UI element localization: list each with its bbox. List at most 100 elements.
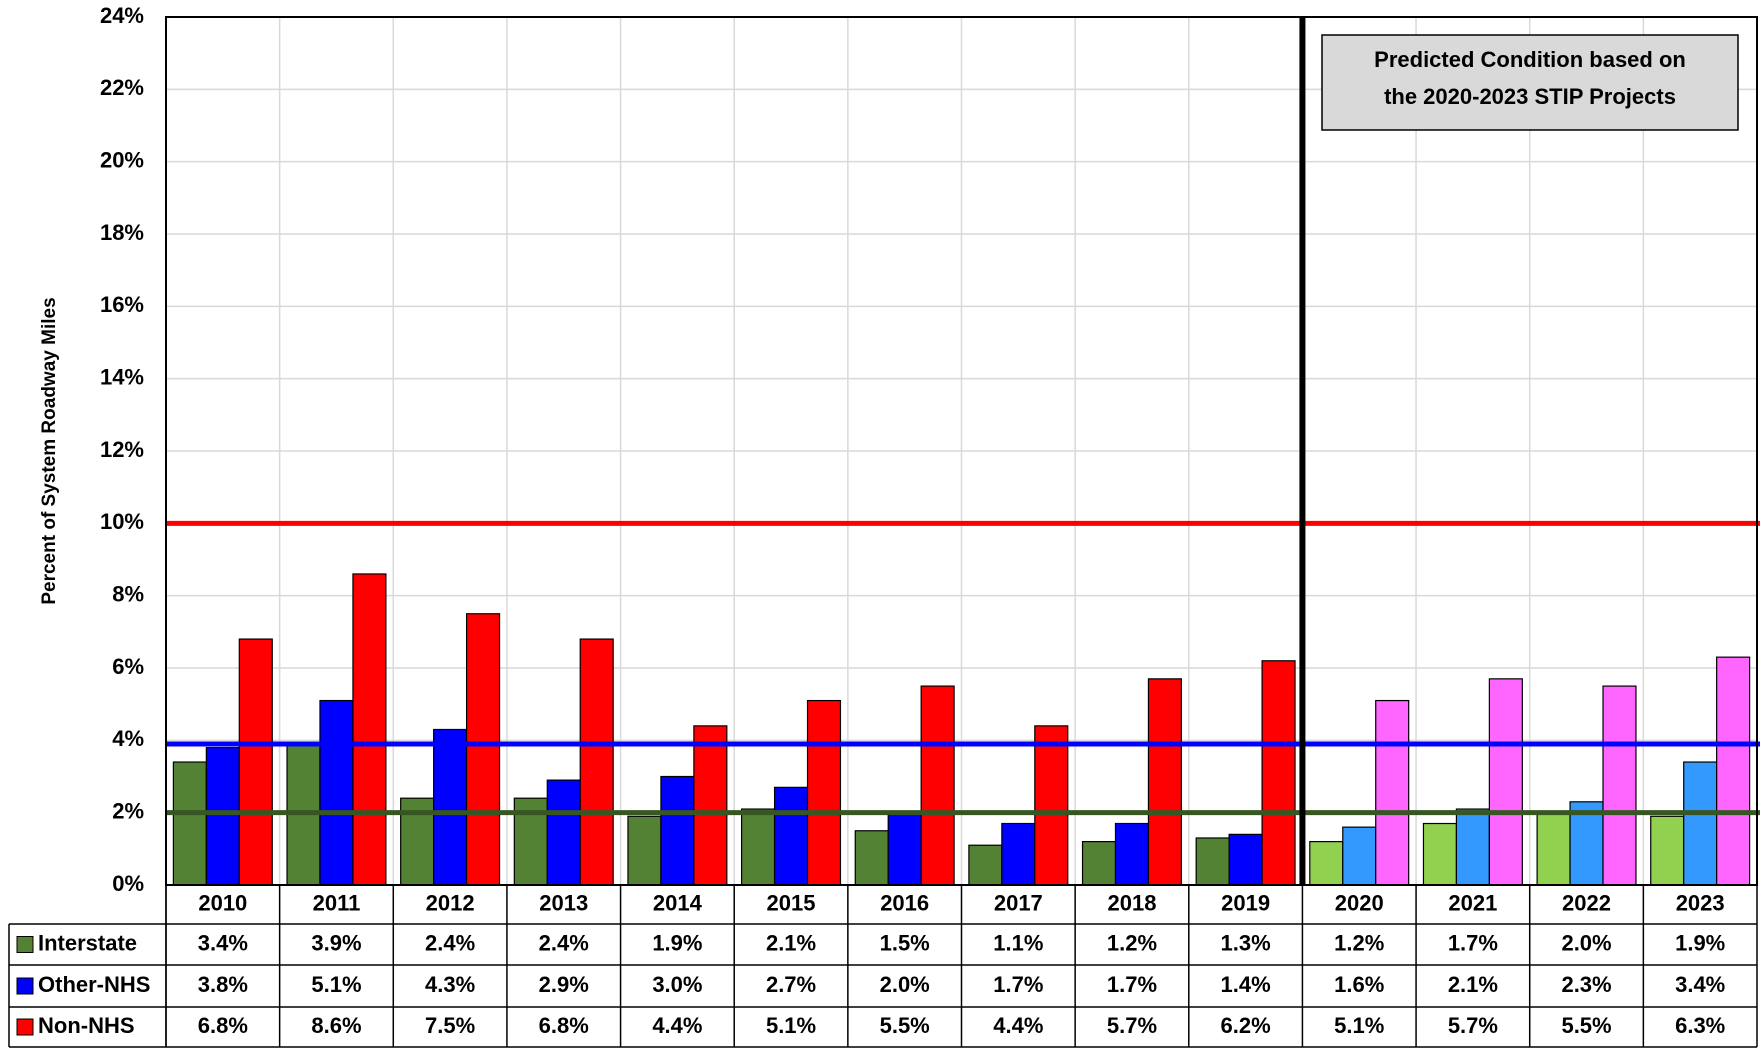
- x-tick-label: 2016: [880, 890, 929, 915]
- y-tick-label: 8%: [112, 581, 144, 606]
- bar: [1650, 815, 1685, 886]
- bar: [1081, 840, 1117, 886]
- y-tick-label: 6%: [112, 654, 144, 679]
- table-value: 1.7%: [1448, 930, 1498, 955]
- x-tick-label: 2022: [1562, 890, 1611, 915]
- table-value: 1.9%: [1675, 930, 1725, 955]
- table-value: 5.1%: [766, 1013, 816, 1038]
- bar: [1309, 840, 1344, 886]
- x-tick-label: 2023: [1676, 890, 1725, 915]
- bar: [1716, 656, 1751, 886]
- table-value: 6.2%: [1221, 1013, 1271, 1038]
- bar: [1261, 660, 1296, 886]
- legend-label: Interstate: [38, 930, 137, 955]
- bar: [433, 728, 468, 886]
- annotation: Predicted Condition based on: [1374, 47, 1686, 72]
- table-value: 2.7%: [766, 972, 816, 997]
- y-tick-label: 24%: [100, 3, 144, 28]
- y-tick-label: 20%: [100, 147, 144, 172]
- bar: [1034, 725, 1069, 886]
- x-tick-label: 2010: [198, 890, 247, 915]
- table-value: 2.9%: [539, 972, 589, 997]
- y-tick-label: 0%: [112, 871, 144, 896]
- bar: [579, 638, 614, 886]
- table-value: 5.7%: [1448, 1013, 1498, 1038]
- bar: [1114, 822, 1150, 886]
- x-tick-label: 2013: [539, 890, 588, 915]
- table-value: 3.0%: [652, 972, 702, 997]
- bar: [1228, 833, 1263, 886]
- table-value: 4.3%: [425, 972, 475, 997]
- table-value: 6.3%: [1675, 1013, 1725, 1038]
- table-value: 5.5%: [880, 1013, 930, 1038]
- table-value: 7.5%: [425, 1013, 475, 1038]
- table-value: 2.1%: [766, 930, 816, 955]
- y-tick-label: 18%: [100, 220, 144, 245]
- table-value: 2.1%: [1448, 972, 1498, 997]
- bar: [1602, 685, 1637, 886]
- y-tick-label: 16%: [100, 292, 144, 317]
- bar: [1195, 837, 1230, 886]
- bar: [1569, 801, 1604, 886]
- bar: [1375, 699, 1410, 886]
- y-tick-label: 2%: [112, 798, 144, 823]
- x-tick-label: 2017: [994, 890, 1043, 915]
- table-value: 5.1%: [311, 972, 361, 997]
- legend-swatch: [16, 936, 34, 953]
- y-tick-label: 10%: [100, 509, 144, 534]
- legend-label: Non-NHS: [38, 1013, 135, 1038]
- bar: [1536, 812, 1571, 886]
- bar: [773, 786, 809, 886]
- table-value: 5.1%: [1334, 1013, 1384, 1038]
- table-value: 1.3%: [1221, 930, 1271, 955]
- table-value: 1.6%: [1334, 972, 1384, 997]
- legend-label: Other-NHS: [38, 972, 150, 997]
- bar: [352, 573, 387, 886]
- legend-swatch: [16, 1018, 34, 1036]
- bar: [1488, 678, 1523, 886]
- table-value: 6.8%: [539, 1013, 589, 1038]
- bar: [1147, 678, 1182, 886]
- bar: [1455, 808, 1490, 886]
- bar: [465, 613, 501, 886]
- bar: [172, 761, 207, 886]
- annotation: the 2020-2023 STIP Projects: [1384, 84, 1676, 109]
- bar: [920, 685, 955, 886]
- table-value: 3.4%: [198, 930, 248, 955]
- x-tick-label: 2019: [1221, 890, 1270, 915]
- y-axis-label: Percent of System Roadway Miles: [39, 297, 60, 604]
- table-value: 5.7%: [1107, 1013, 1157, 1038]
- table-value: 1.1%: [993, 930, 1043, 955]
- x-tick-label: 2021: [1448, 890, 1497, 915]
- table-value: 6.8%: [198, 1013, 248, 1038]
- x-tick-label: 2011: [313, 890, 361, 915]
- x-tick-label: 2014: [653, 890, 703, 915]
- table-value: 3.8%: [198, 972, 248, 997]
- bar: [319, 699, 354, 886]
- table-value: 3.9%: [311, 930, 361, 955]
- x-tick-label: 2012: [426, 890, 475, 915]
- x-tick-label: 2020: [1335, 890, 1384, 915]
- table-value: 8.6%: [311, 1013, 361, 1038]
- bar: [205, 746, 240, 886]
- bar: [1683, 761, 1718, 886]
- table-value: 1.4%: [1221, 972, 1271, 997]
- bar: [854, 830, 889, 886]
- table-value: 2.0%: [880, 972, 930, 997]
- bar: [693, 725, 728, 886]
- bar: [1342, 826, 1377, 886]
- y-tick-label: 12%: [100, 437, 144, 462]
- legend-swatch: [16, 977, 34, 995]
- annotation-box: [1321, 34, 1739, 131]
- table-value: 1.7%: [1107, 972, 1157, 997]
- table-value: 1.2%: [1107, 930, 1157, 955]
- table-value: 1.9%: [652, 930, 702, 955]
- table-value: 3.4%: [1675, 972, 1725, 997]
- bar: [887, 812, 922, 886]
- table-value: 2.3%: [1561, 972, 1611, 997]
- bar: [238, 638, 273, 886]
- y-tick-label: 4%: [112, 726, 144, 751]
- table-value: 2.4%: [425, 930, 475, 955]
- table-value: 1.5%: [880, 930, 930, 955]
